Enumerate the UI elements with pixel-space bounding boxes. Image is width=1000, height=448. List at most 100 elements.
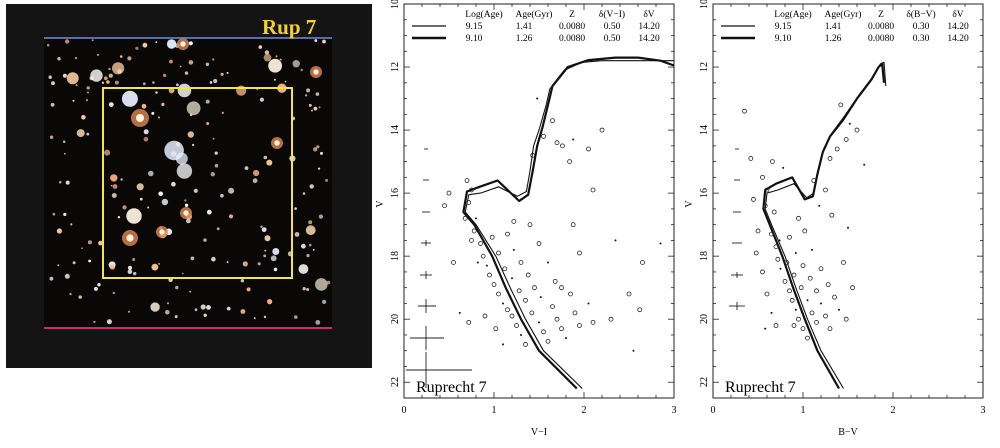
star xyxy=(52,212,56,216)
star xyxy=(313,147,318,152)
star-point xyxy=(614,239,617,242)
bright-star-core xyxy=(135,113,145,123)
star xyxy=(263,155,268,160)
star xyxy=(221,111,224,114)
star-point xyxy=(469,187,474,193)
y-tick-label: 16 xyxy=(390,188,401,198)
star-point xyxy=(809,310,815,316)
star xyxy=(320,151,323,155)
star-point xyxy=(823,313,828,319)
star xyxy=(322,299,327,304)
star xyxy=(274,78,276,81)
star-point xyxy=(487,272,492,278)
star-point xyxy=(478,241,483,246)
star xyxy=(263,315,267,319)
star xyxy=(186,218,191,224)
star-point xyxy=(458,311,461,314)
star-point xyxy=(800,326,806,332)
star xyxy=(205,99,210,104)
star xyxy=(76,129,85,138)
star-point xyxy=(464,178,470,183)
star-point xyxy=(502,343,504,346)
star-point xyxy=(838,308,840,311)
star-point xyxy=(805,335,810,341)
star-point xyxy=(527,222,533,228)
star-point xyxy=(640,260,645,265)
star-point xyxy=(802,228,808,234)
star xyxy=(132,258,136,261)
star xyxy=(62,73,67,78)
star-point xyxy=(764,187,770,193)
star xyxy=(312,249,315,251)
star xyxy=(273,267,278,272)
star xyxy=(264,50,270,55)
star-point xyxy=(632,349,635,352)
star-point xyxy=(496,250,501,256)
legend-header-mag-shift: δV xyxy=(643,10,654,20)
star xyxy=(75,84,78,87)
star xyxy=(136,183,144,191)
star-point xyxy=(536,241,542,246)
star xyxy=(101,81,105,84)
star xyxy=(226,261,229,264)
star xyxy=(114,80,119,85)
star-point xyxy=(778,239,781,242)
star-point xyxy=(466,319,472,325)
star xyxy=(194,308,198,312)
star xyxy=(142,82,146,86)
star xyxy=(189,113,193,117)
star-point xyxy=(791,323,797,328)
star xyxy=(135,46,139,50)
star xyxy=(264,249,267,252)
star-point xyxy=(505,307,510,313)
star xyxy=(306,288,310,291)
star xyxy=(228,187,235,194)
star xyxy=(188,60,194,65)
star xyxy=(294,315,298,319)
legend-header-logage: Log(Age) xyxy=(465,9,502,20)
star xyxy=(191,143,195,147)
star xyxy=(158,191,163,197)
star-point xyxy=(755,228,761,234)
star-point xyxy=(760,269,765,275)
cluster-label: Ruprecht 7 xyxy=(725,379,796,396)
star xyxy=(209,81,213,84)
star xyxy=(104,149,111,156)
star xyxy=(315,320,321,325)
legend-cell: 0.50 xyxy=(604,34,621,44)
star-point xyxy=(850,285,855,291)
star xyxy=(205,62,210,66)
star xyxy=(108,67,111,71)
error-bars xyxy=(406,148,472,388)
legend-cell: 14.20 xyxy=(638,22,660,32)
x-tick-label: 0 xyxy=(402,405,407,416)
star-point xyxy=(577,250,582,256)
star xyxy=(57,57,61,61)
star-point xyxy=(794,252,797,255)
star xyxy=(143,129,149,135)
star-point xyxy=(814,319,819,325)
star-point xyxy=(787,234,792,240)
star xyxy=(91,39,94,42)
star xyxy=(322,39,326,44)
star-point xyxy=(770,311,773,314)
bright-star-core xyxy=(313,69,319,75)
star xyxy=(229,214,233,219)
legend-cell: 9.10 xyxy=(775,34,792,44)
star-point xyxy=(818,204,821,207)
star xyxy=(166,302,170,305)
star xyxy=(110,174,118,182)
star xyxy=(81,247,83,250)
star-point xyxy=(541,329,546,335)
star-point xyxy=(814,288,819,294)
star xyxy=(58,180,62,184)
star xyxy=(226,306,231,311)
star xyxy=(161,198,169,206)
star xyxy=(51,81,55,86)
y-tick-label: 10 xyxy=(699,0,710,9)
x-tick-label: 3 xyxy=(981,405,986,416)
star xyxy=(56,228,63,234)
star-point xyxy=(485,264,488,267)
star-point xyxy=(806,299,809,302)
star xyxy=(268,58,282,73)
